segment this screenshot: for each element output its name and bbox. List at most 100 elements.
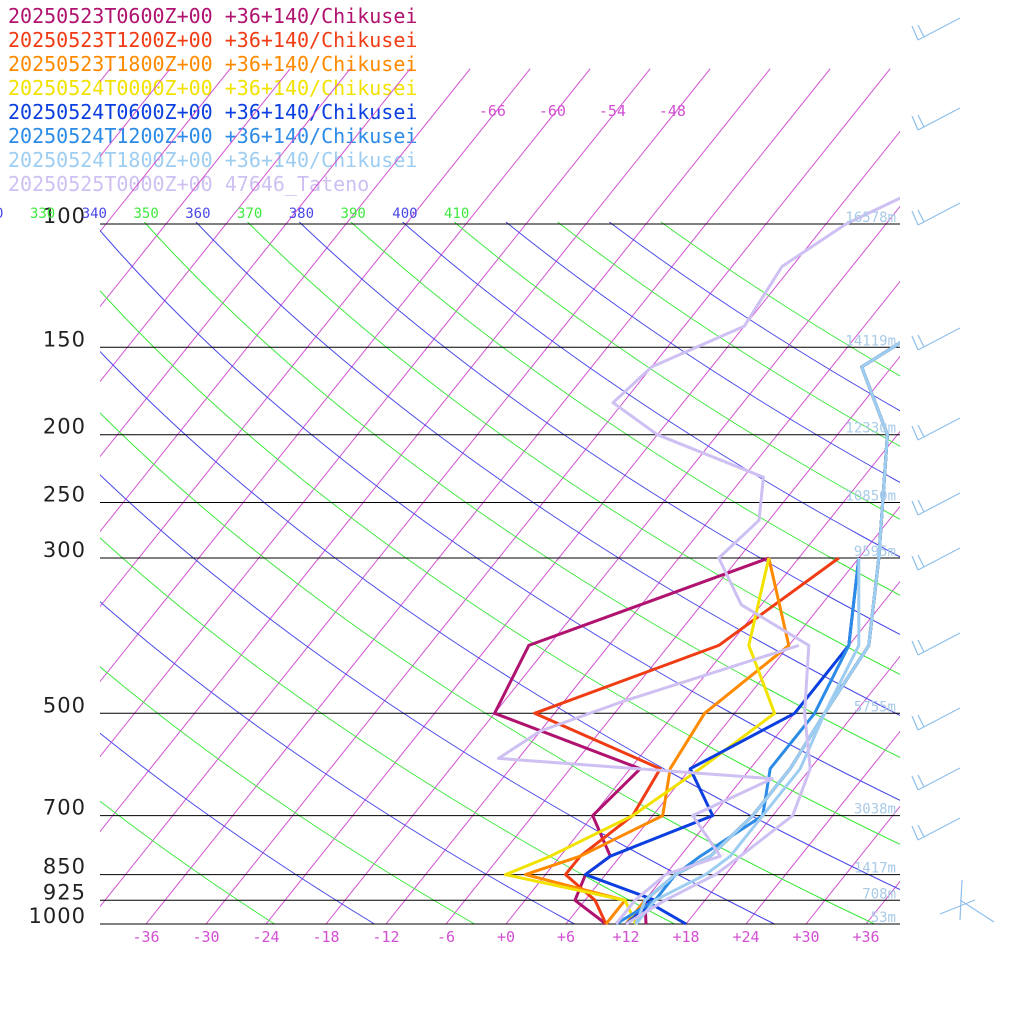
wind-barb	[917, 632, 961, 656]
legend-entry: 20250524T0600Z+00 +36+140/Chikusei	[8, 100, 418, 124]
temperature-tick-label: -12	[372, 928, 399, 946]
height-label: 12330m	[845, 421, 896, 437]
wind-barb-flag	[917, 714, 925, 728]
pressure-label: 300	[43, 538, 86, 562]
pressure-label: 150	[43, 327, 86, 351]
wind-barb-flag	[911, 715, 919, 731]
sounding-profiles	[493, 196, 900, 926]
wind-barb-flag	[911, 555, 919, 571]
theta-label: 330	[30, 206, 55, 222]
theta-line	[100, 474, 775, 925]
isotherm-line	[685, 655, 900, 925]
wind-barb-flag	[911, 775, 919, 791]
temperature-tick-label: +18	[672, 928, 699, 946]
theta-line	[609, 221, 900, 412]
theta-line	[100, 601, 575, 925]
wind-barb	[917, 417, 961, 441]
wind-barb	[917, 107, 961, 131]
wind-barb-flag	[911, 115, 919, 131]
theta-line	[453, 221, 900, 520]
wind-barb-flag	[911, 335, 919, 351]
temperature-tick-label: -36	[132, 928, 159, 946]
legend-entry: 20250524T1800Z+00 +36+140/Chikusei	[8, 148, 418, 172]
temperature-tick-label: +30	[792, 928, 819, 946]
axis-labels: 100 16578m 150 14119m 200 12330m 250 10850m 300 9…	[0, 102, 896, 946]
wind-barb-flag	[917, 554, 925, 568]
height-label: 16578m	[845, 210, 896, 226]
wind-barb	[917, 17, 961, 41]
height-label: 9595m	[854, 544, 896, 560]
theta-line	[195, 221, 900, 717]
theta-label: 380	[289, 206, 314, 222]
temperature-tick-label: +24	[732, 928, 759, 946]
wind-barb-flag	[917, 774, 925, 788]
wind-barb	[917, 202, 961, 226]
dewpoint-profile	[497, 643, 800, 925]
theta-label: 370	[237, 206, 262, 222]
dewpoint-profile	[634, 558, 861, 925]
wind-barb-flag	[911, 825, 919, 841]
theta-line	[100, 290, 900, 845]
height-label: 1417m	[854, 861, 896, 877]
height-label: 5755m	[854, 699, 896, 715]
pressure-label: 925	[43, 880, 86, 904]
isotherm-line	[100, 68, 231, 233]
potential-temperature-lines	[100, 221, 900, 925]
pressure-label: 100	[43, 204, 86, 228]
isotherm-line	[100, 68, 591, 683]
wind-barb	[917, 327, 961, 351]
isotherm-line	[325, 205, 900, 925]
isotherm-line	[745, 730, 900, 925]
isotherm-line	[100, 68, 411, 458]
theta-line	[298, 221, 900, 635]
height-label: 10850m	[845, 489, 896, 505]
isotherm-line	[505, 430, 900, 925]
pressure-label: 500	[43, 693, 86, 717]
wind-barb-flag	[917, 209, 925, 223]
dewpoint-profile	[504, 557, 777, 925]
isotherm-top-label: -54	[599, 102, 626, 120]
wind-barb-flag	[917, 639, 925, 653]
temperature-tick-label: +6	[557, 928, 575, 946]
wind-barb	[939, 899, 976, 915]
temperature-tick-label: +0	[497, 928, 515, 946]
theta-line	[247, 221, 900, 676]
wind-barb	[959, 899, 995, 923]
wind-barb	[917, 817, 961, 841]
theta-label: 400	[392, 206, 417, 222]
isotherm-line	[205, 68, 891, 925]
legend-entry: 20250525T0000Z+00 47646_Tateno	[8, 172, 370, 196]
isotherm-top-label: -60	[539, 102, 566, 120]
wind-barb	[917, 707, 961, 731]
height-label: 14119m	[845, 333, 896, 349]
theta-line	[100, 229, 900, 801]
legend-entry: 20250524T0000Z+00 +36+140/Chikusei	[8, 76, 418, 100]
legend-entry: 20250523T0600Z+00 +36+140/Chikusei	[8, 4, 418, 28]
legend-entry: 20250523T1200Z+00 +36+140/Chikusei	[8, 28, 418, 52]
wind-barb	[917, 492, 961, 516]
isotherm-line	[445, 355, 900, 925]
isotherm-line	[805, 805, 900, 925]
isotherm-line	[100, 68, 471, 533]
isotherm-line	[625, 580, 900, 925]
wind-barb-flag	[917, 499, 925, 513]
theta-label: 410	[444, 206, 469, 222]
theta-label: 360	[185, 206, 210, 222]
wind-barb-flag	[911, 640, 919, 656]
wind-barb-flag	[911, 425, 919, 441]
isotherm-line	[100, 68, 711, 833]
pressure-label: 700	[43, 796, 86, 820]
temperature-tick-label: -30	[192, 928, 219, 946]
isotherm-line	[100, 68, 531, 608]
theta-label: 350	[133, 206, 158, 222]
theta-line	[100, 350, 900, 891]
wind-barb	[917, 547, 961, 571]
wind-barb-flag	[911, 500, 919, 516]
isotherm-top-label: -48	[659, 102, 686, 120]
wind-barbs	[911, 17, 995, 923]
isotherm-top-label: -66	[479, 102, 506, 120]
dewpoint-profile	[493, 556, 770, 926]
height-label: 708m	[862, 886, 896, 902]
theta-label: 320	[0, 206, 3, 222]
